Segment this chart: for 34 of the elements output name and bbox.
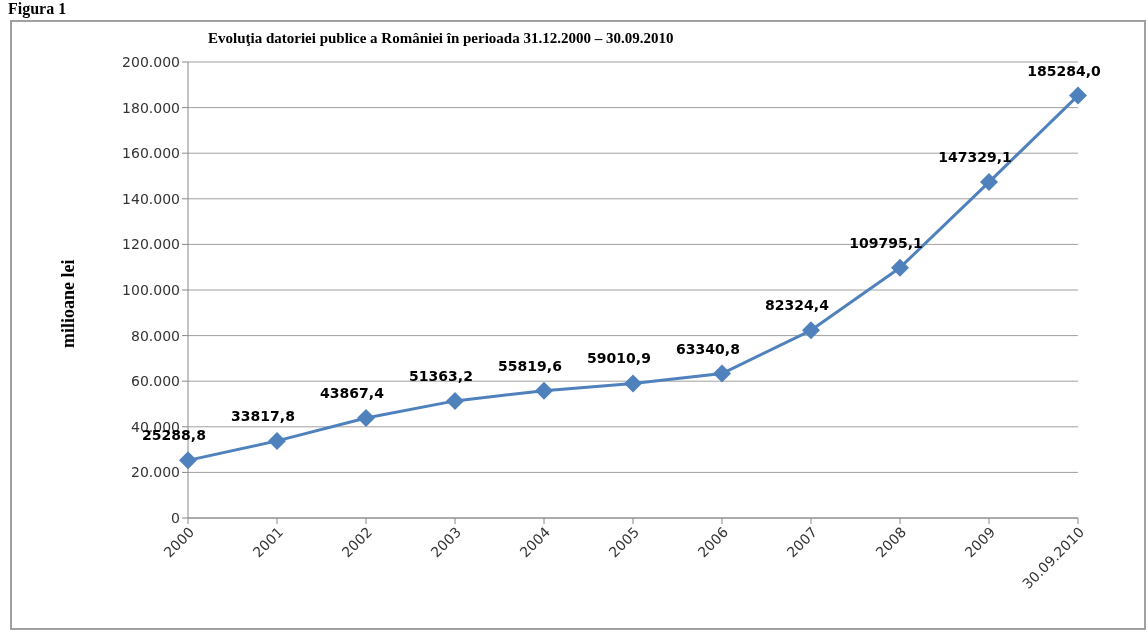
point bbox=[268, 431, 286, 450]
y-axis-title: milioane lei bbox=[57, 259, 79, 348]
point bbox=[713, 364, 731, 383]
point bbox=[980, 173, 998, 192]
y-tick-label: 100.000 bbox=[122, 281, 180, 298]
point bbox=[624, 374, 642, 393]
text: Figura 1 bbox=[8, 0, 67, 18]
point bbox=[357, 408, 375, 427]
data-label: 51363,2 bbox=[409, 367, 473, 384]
data-label: 185284,0 bbox=[1027, 62, 1102, 79]
y-tick-label: 140.000 bbox=[122, 190, 180, 207]
point bbox=[1069, 86, 1087, 105]
y-tick-label: 160.000 bbox=[122, 145, 180, 162]
chart-title: Evoluţia datoriei publice a României în perioada 31.12.2000 – 30.09.2010 bbox=[208, 30, 674, 47]
y-tick-label: 20.000 bbox=[131, 464, 180, 481]
data-label: 63340,8 bbox=[676, 340, 740, 357]
data-label: 43867,4 bbox=[320, 384, 385, 401]
point bbox=[179, 451, 197, 470]
y-tick-label: 120.000 bbox=[122, 236, 180, 253]
data-label: 33817,8 bbox=[231, 407, 295, 424]
point bbox=[446, 391, 464, 410]
data-label: 147329,1 bbox=[938, 149, 1012, 166]
y-tick-label: 0 bbox=[171, 509, 180, 526]
point bbox=[535, 381, 553, 400]
y-tick-label: 180.000 bbox=[122, 99, 180, 116]
point bbox=[802, 321, 820, 340]
data-label: 59010,9 bbox=[587, 350, 651, 367]
y-tick-label: 80.000 bbox=[131, 327, 180, 344]
y-tick-label: 200.000 bbox=[122, 53, 180, 70]
y-tick-label: 60.000 bbox=[131, 373, 180, 390]
point bbox=[891, 258, 909, 277]
data-label: 82324,4 bbox=[765, 297, 830, 314]
data-label: 109795,1 bbox=[849, 234, 923, 251]
data-label: 55819,6 bbox=[498, 357, 562, 374]
